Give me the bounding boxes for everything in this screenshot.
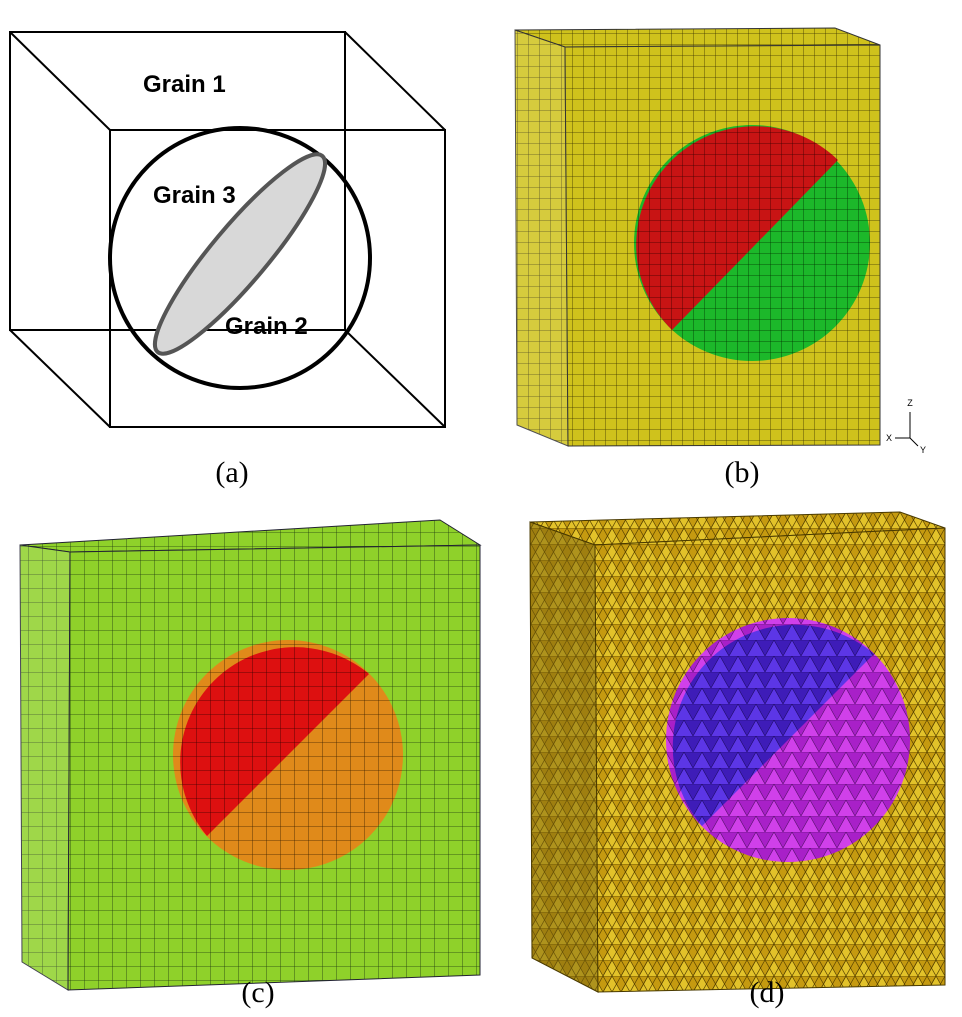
- panel-b: [515, 28, 918, 446]
- panel-d: [530, 512, 945, 992]
- axis-label: X: [886, 433, 892, 443]
- axis-label: Z: [907, 398, 913, 408]
- caption: (c): [241, 976, 274, 1009]
- figure: Grain 1 Grain 3 Grain 2 (a) Z X Y (b) (c…: [0, 0, 962, 1017]
- caption: (b): [725, 456, 760, 489]
- panel-c: [20, 520, 480, 990]
- axis-label: Y: [920, 445, 926, 455]
- grain-label: Grain 1: [143, 71, 226, 98]
- caption: (d): [750, 976, 785, 1009]
- grain-label: Grain 2: [225, 313, 308, 340]
- caption: (a): [215, 456, 248, 489]
- grain-label: Grain 3: [153, 182, 236, 209]
- panel-a: [10, 32, 445, 427]
